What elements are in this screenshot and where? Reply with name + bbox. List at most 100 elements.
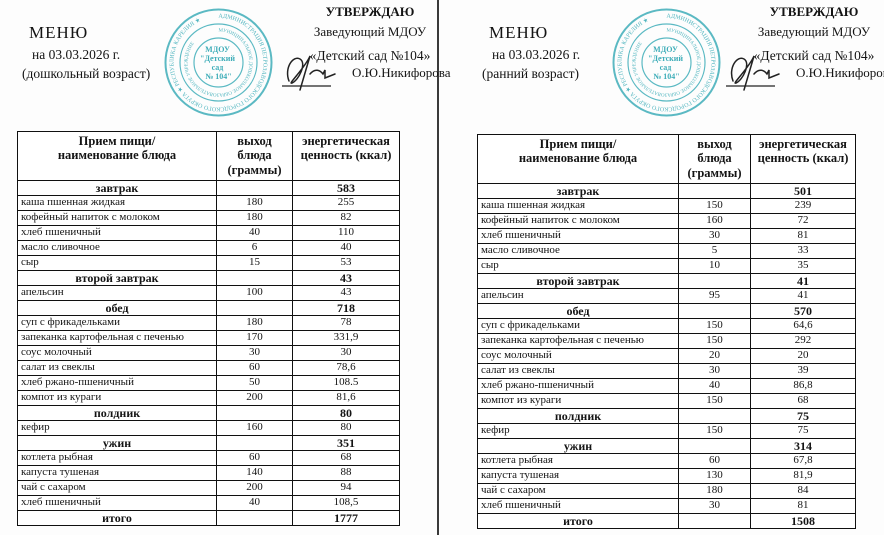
table-header-row: Прием пищи/ наименование блюда выход блю… [477, 133, 856, 185]
dish-name: хлеб ржано-пшеничный [477, 378, 679, 395]
menu-title: МЕНЮ [29, 23, 89, 42]
menu-title: МЕНЮ [489, 23, 549, 42]
dish-kcal: 81 [750, 498, 856, 515]
dish-row: кефир 160 80 [17, 420, 400, 437]
dish-kcal: 30 [292, 345, 400, 362]
dish-name: хлеб пшеничный [477, 228, 679, 245]
round-stamp-seal: АДМИНИСТРАЦИЯ ПЕТРОЗАВОДСКОГО ГОРОДСКОГО… [164, 8, 273, 117]
dish-name: масло сливочное [17, 240, 217, 257]
page-divider [437, 0, 439, 535]
total-weight-empty [678, 513, 751, 530]
dish-row: хлеб ржано-пшеничный 40 86,8 [477, 378, 856, 395]
dish-row: котлета рыбная 60 67,8 [477, 453, 856, 470]
dish-weight: 200 [216, 480, 293, 497]
dish-weight: 150 [678, 318, 751, 335]
signature-icon [282, 55, 336, 91]
signer-name: О.Ю.Никифорова [796, 65, 884, 80]
dish-weight: 180 [216, 315, 293, 332]
dish-kcal: 82 [292, 210, 400, 227]
dish-name: кефир [17, 420, 217, 437]
stamp-center-text: МДОУ "Детский сад № 104" [648, 45, 685, 81]
section-row: завтрак 583 [17, 180, 400, 197]
dish-name: чай с сахаром [477, 483, 679, 500]
dish-kcal: 68 [750, 393, 856, 410]
total-label: итого [477, 513, 679, 530]
dish-kcal: 41 [750, 288, 856, 305]
column-header-weight: выход блюда (граммы) [216, 130, 293, 182]
dish-row: соус молочный 30 30 [17, 345, 400, 362]
section-name: второй завтрак [17, 270, 217, 287]
menu-page-preschool: МЕНЮ на 03.03.2026 г. (дошкольный возрас… [0, 0, 451, 535]
dish-name: компот из кураги [477, 393, 679, 410]
dish-kcal: 292 [750, 333, 856, 350]
dish-name: суп с фрикадельками [17, 315, 217, 332]
dish-weight: 15 [216, 255, 293, 272]
dish-name: капуста тушеная [477, 468, 679, 485]
dish-name: хлеб пшеничный [17, 495, 217, 512]
section-name: обед [17, 300, 217, 317]
section-kcal-total: 314 [750, 438, 856, 455]
signer-name: О.Ю.Никифорова [352, 65, 451, 80]
dish-weight: 10 [678, 258, 751, 275]
dish-name: запеканка картофельная с печенью [477, 333, 679, 350]
section-row: полдник 75 [477, 408, 856, 425]
dish-name: кефир [477, 423, 679, 440]
dish-name: соус молочный [477, 348, 679, 365]
signature-icon [726, 55, 780, 91]
dish-weight: 100 [216, 285, 293, 302]
dish-weight: 160 [216, 420, 293, 437]
dish-kcal: 331,9 [292, 330, 400, 347]
dish-kcal: 33 [750, 243, 856, 260]
dish-kcal: 88 [292, 465, 400, 482]
section-name: завтрак [17, 180, 217, 197]
dish-row: салат из свеклы 30 39 [477, 363, 856, 380]
menu-table: Прием пищи/ наименование блюда выход блю… [477, 133, 856, 530]
dish-weight: 5 [678, 243, 751, 260]
total-row: итого 1508 [477, 513, 856, 530]
section-kcal-total: 501 [750, 183, 856, 200]
dish-weight: 130 [678, 468, 751, 485]
menu-table: Прием пищи/ наименование блюда выход блю… [17, 130, 400, 527]
section-name: полдник [17, 405, 217, 422]
dish-name: хлеб пшеничный [477, 498, 679, 515]
dish-weight: 60 [216, 360, 293, 377]
dish-weight: 170 [216, 330, 293, 347]
column-header-energy: энергетическая ценность (ккал) [292, 130, 400, 182]
dish-name: сыр [17, 255, 217, 272]
dish-kcal: 20 [750, 348, 856, 365]
dish-weight: 140 [216, 465, 293, 482]
dish-kcal: 80 [292, 420, 400, 437]
dish-name: салат из свеклы [477, 363, 679, 380]
section-row: полдник 80 [17, 405, 400, 422]
dish-row: компот из кураги 150 68 [477, 393, 856, 410]
dish-row: капуста тушеная 130 81,9 [477, 468, 856, 485]
dish-name: каша пшенная жидкая [477, 198, 679, 215]
dish-weight: 50 [216, 375, 293, 392]
dish-name: запеканка картофельная с печенью [17, 330, 217, 347]
dish-kcal: 64,6 [750, 318, 856, 335]
dish-kcal: 35 [750, 258, 856, 275]
section-name: обед [477, 303, 679, 320]
section-kcal-total: 583 [292, 180, 400, 197]
dish-kcal: 43 [292, 285, 400, 302]
dish-row: салат из свеклы 60 78,6 [17, 360, 400, 377]
menu-page-early-age: МЕНЮ на 03.03.2026 г. (ранний возраст) А… [444, 0, 884, 535]
dish-kcal: 72 [750, 213, 856, 230]
section-weight-empty [216, 180, 293, 197]
dish-row: хлеб пшеничный 30 81 [477, 228, 856, 245]
section-row: второй завтрак 41 [477, 273, 856, 290]
section-row: ужин 351 [17, 435, 400, 452]
dish-name: суп с фрикадельками [477, 318, 679, 335]
dish-row: каша пшенная жидкая 180 255 [17, 195, 400, 212]
section-row: обед 570 [477, 303, 856, 320]
dish-weight: 150 [678, 198, 751, 215]
section-kcal-total: 718 [292, 300, 400, 317]
total-kcal: 1508 [750, 513, 856, 530]
column-header-meal-dish: Прием пищи/ наименование блюда [17, 130, 217, 182]
dish-row: апельсин 95 41 [477, 288, 856, 305]
dish-kcal: 68 [292, 450, 400, 467]
dish-name: сыр [477, 258, 679, 275]
dish-kcal: 84 [750, 483, 856, 500]
section-row: второй завтрак 43 [17, 270, 400, 287]
dish-name: котлета рыбная [17, 450, 217, 467]
